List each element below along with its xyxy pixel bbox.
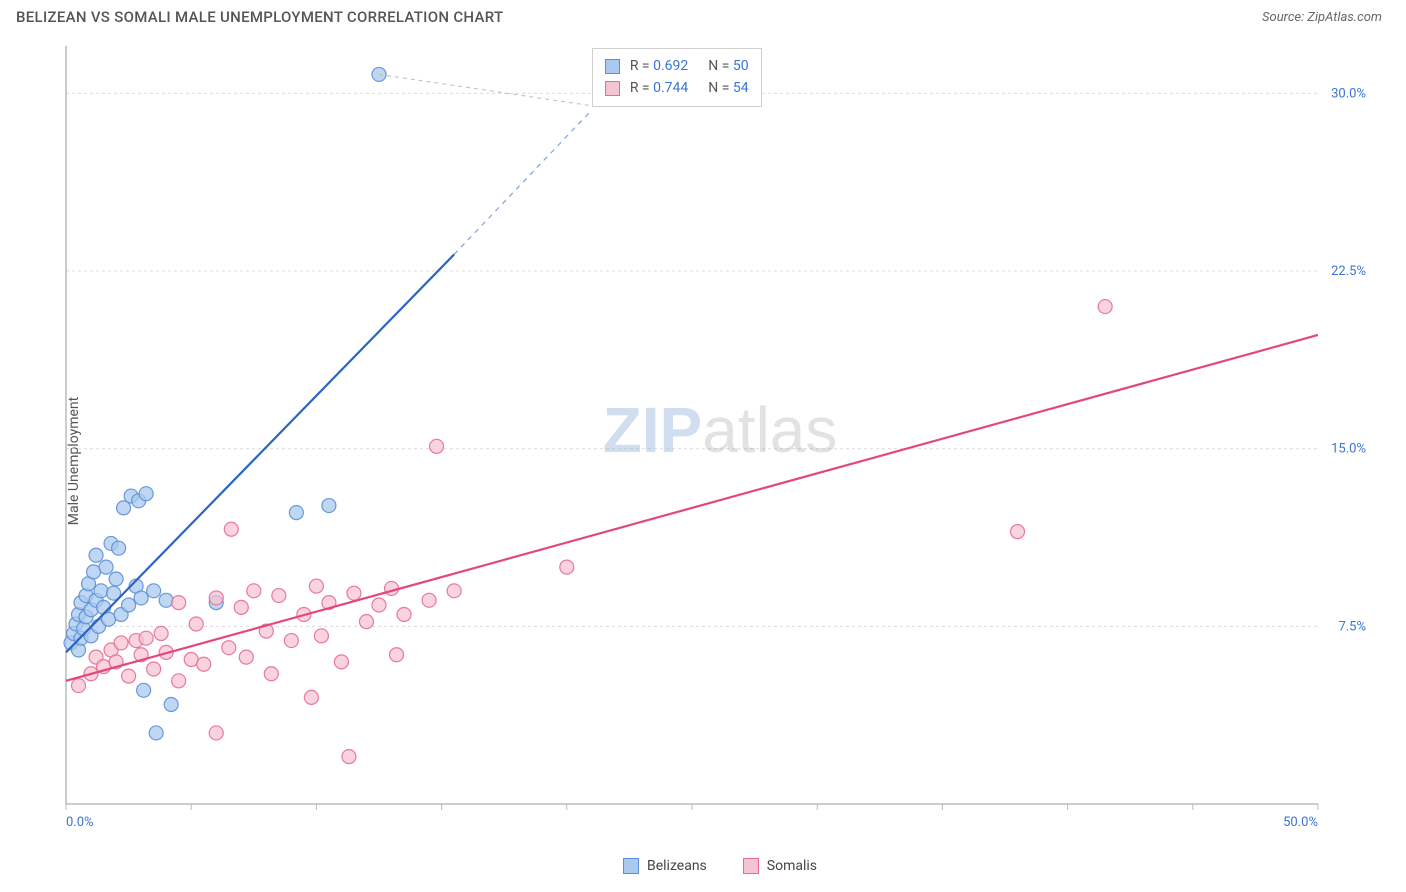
svg-text:7.5%: 7.5%: [1338, 619, 1366, 634]
svg-text:15.0%: 15.0%: [1331, 442, 1366, 457]
info-r-label: R = 0.692: [630, 55, 688, 77]
info-swatch-icon: [605, 59, 620, 74]
info-swatch-icon: [605, 81, 620, 96]
info-r-label: R = 0.744: [630, 77, 688, 99]
legend-label: Belizeans: [647, 858, 707, 874]
chart-container: Male Unemployment 7.5%15.0%22.5%30.0%0.0…: [16, 40, 1382, 882]
info-row: R = 0.692 N = 50: [605, 55, 749, 77]
svg-text:0.0%: 0.0%: [66, 815, 94, 830]
correlation-info-box: R = 0.692 N = 50 R = 0.744 N = 54: [592, 48, 762, 107]
chart-title: BELIZEAN VS SOMALI MALE UNEMPLOYMENT COR…: [16, 8, 503, 26]
info-n-label: N = 50: [708, 55, 748, 77]
svg-text:22.5%: 22.5%: [1331, 264, 1366, 279]
info-row: R = 0.744 N = 54: [605, 77, 749, 99]
plot-area: 7.5% 15.0% 22.5% 30.0% 0.0% 50.0% ZIPatlas R =…: [58, 40, 1382, 832]
legend-item-belizeans: Belizeans: [623, 858, 707, 874]
svg-text:30.0%: 30.0%: [1331, 86, 1366, 101]
svg-text:50.0%: 50.0%: [1283, 815, 1318, 830]
scatter-chart: 7.5% 15.0% 22.5% 30.0% 0.0% 50.0% ZIPatlas: [58, 40, 1382, 832]
legend-item-somalis: Somalis: [743, 858, 817, 874]
legend-swatch-icon: [743, 858, 759, 874]
legend: Belizeans Somalis: [58, 858, 1382, 874]
legend-label: Somalis: [767, 858, 817, 874]
chart-header: BELIZEAN VS SOMALI MALE UNEMPLOYMENT COR…: [0, 0, 1406, 30]
info-n-label: N = 54: [708, 77, 748, 99]
svg-text:ZIPatlas: ZIPatlas: [603, 394, 838, 466]
legend-swatch-icon: [623, 858, 639, 874]
source-label: Source: ZipAtlas.com: [1262, 10, 1382, 25]
